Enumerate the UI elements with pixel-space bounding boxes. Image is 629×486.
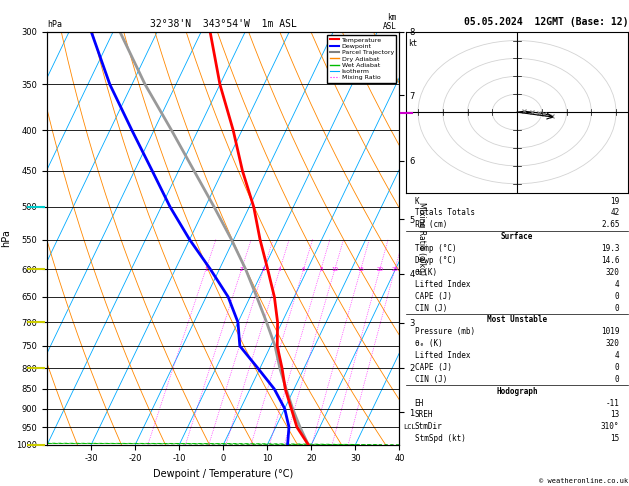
Text: SREH: SREH bbox=[415, 411, 433, 419]
Text: PW (cm): PW (cm) bbox=[415, 220, 447, 229]
Text: 20: 20 bbox=[376, 267, 383, 272]
Text: 320: 320 bbox=[606, 268, 620, 277]
Text: EH: EH bbox=[415, 399, 424, 408]
Y-axis label: hPa: hPa bbox=[1, 229, 11, 247]
Text: 19: 19 bbox=[610, 196, 620, 206]
Text: StmSpd (kt): StmSpd (kt) bbox=[415, 434, 465, 443]
Text: 6: 6 bbox=[302, 267, 305, 272]
Text: hPa: hPa bbox=[47, 20, 62, 29]
Text: Most Unstable: Most Unstable bbox=[487, 315, 547, 325]
Text: 3: 3 bbox=[262, 267, 265, 272]
Text: 320: 320 bbox=[606, 339, 620, 348]
Text: CAPE (J): CAPE (J) bbox=[415, 292, 452, 301]
Text: 10: 10 bbox=[331, 267, 338, 272]
Text: 8: 8 bbox=[319, 267, 323, 272]
Text: K: K bbox=[415, 196, 420, 206]
Text: LCL: LCL bbox=[403, 424, 416, 430]
Text: 1: 1 bbox=[204, 267, 208, 272]
Text: 1019: 1019 bbox=[601, 327, 620, 336]
Text: © weatheronline.co.uk: © weatheronline.co.uk bbox=[539, 478, 628, 484]
X-axis label: Dewpoint / Temperature (°C): Dewpoint / Temperature (°C) bbox=[153, 469, 293, 479]
Text: θₑ(K): θₑ(K) bbox=[415, 268, 438, 277]
Text: 15: 15 bbox=[357, 267, 364, 272]
Text: 0: 0 bbox=[615, 375, 620, 384]
Text: -11: -11 bbox=[606, 399, 620, 408]
Text: 15: 15 bbox=[610, 434, 620, 443]
Text: Hodograph: Hodograph bbox=[496, 387, 538, 396]
Text: 2.65: 2.65 bbox=[601, 220, 620, 229]
Y-axis label: Mixing Ratio (g/kg): Mixing Ratio (g/kg) bbox=[416, 202, 426, 275]
Text: 2: 2 bbox=[240, 267, 243, 272]
Text: 0: 0 bbox=[615, 363, 620, 372]
Text: Totals Totals: Totals Totals bbox=[415, 208, 475, 217]
Text: Pressure (mb): Pressure (mb) bbox=[415, 327, 475, 336]
Text: Lifted Index: Lifted Index bbox=[415, 280, 470, 289]
Text: Lifted Index: Lifted Index bbox=[415, 351, 470, 360]
Text: Dewp (°C): Dewp (°C) bbox=[415, 256, 456, 265]
Text: CIN (J): CIN (J) bbox=[415, 375, 447, 384]
Text: CAPE (J): CAPE (J) bbox=[415, 363, 452, 372]
Text: 42: 42 bbox=[610, 208, 620, 217]
Text: 310°: 310° bbox=[601, 422, 620, 432]
Text: 4: 4 bbox=[278, 267, 282, 272]
Legend: Temperature, Dewpoint, Parcel Trajectory, Dry Adiabat, Wet Adiabat, Isotherm, Mi: Temperature, Dewpoint, Parcel Trajectory… bbox=[327, 35, 396, 83]
Text: 4: 4 bbox=[615, 351, 620, 360]
Text: 05.05.2024  12GMT (Base: 12): 05.05.2024 12GMT (Base: 12) bbox=[464, 17, 628, 27]
Text: 13: 13 bbox=[610, 411, 620, 419]
Text: 0: 0 bbox=[615, 304, 620, 312]
Text: kt: kt bbox=[408, 39, 418, 48]
Text: Surface: Surface bbox=[501, 232, 533, 241]
Text: 32°38'N  343°54'W  1m ASL: 32°38'N 343°54'W 1m ASL bbox=[150, 19, 297, 29]
Text: 0: 0 bbox=[615, 292, 620, 301]
Text: 19.3: 19.3 bbox=[601, 244, 620, 253]
Text: 14.6: 14.6 bbox=[601, 256, 620, 265]
Text: 25: 25 bbox=[391, 267, 398, 272]
Text: StmDir: StmDir bbox=[415, 422, 442, 432]
Text: Temp (°C): Temp (°C) bbox=[415, 244, 456, 253]
Text: 4: 4 bbox=[615, 280, 620, 289]
Text: θₑ (K): θₑ (K) bbox=[415, 339, 442, 348]
Text: km
ASL: km ASL bbox=[382, 13, 396, 31]
Text: CIN (J): CIN (J) bbox=[415, 304, 447, 312]
